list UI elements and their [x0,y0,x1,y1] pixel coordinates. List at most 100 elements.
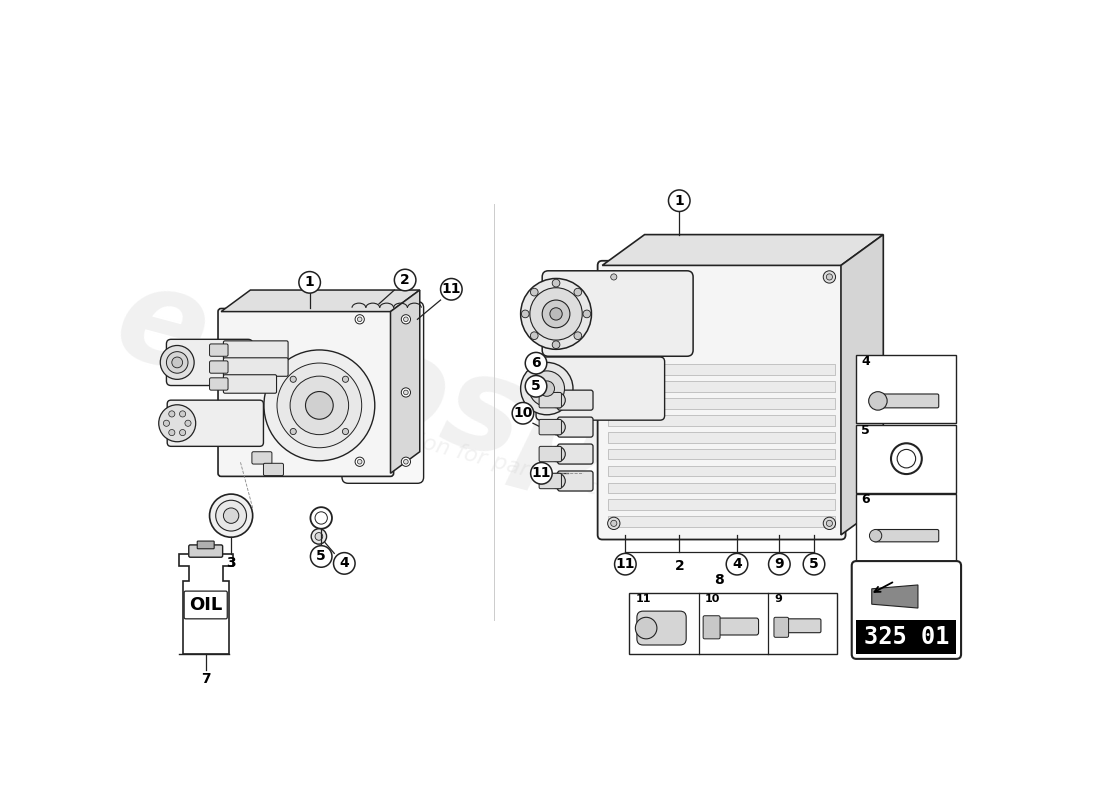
Text: 3: 3 [227,556,235,570]
Circle shape [315,512,328,524]
Bar [856,425,957,493]
FancyBboxPatch shape [539,393,561,408]
Circle shape [530,332,538,339]
Circle shape [607,517,620,530]
Text: 5: 5 [531,379,541,394]
Bar [856,494,957,562]
Text: 10: 10 [705,594,720,604]
FancyBboxPatch shape [189,545,222,558]
Circle shape [552,341,560,349]
Circle shape [168,411,175,417]
Text: 6: 6 [861,494,870,506]
Circle shape [826,274,833,280]
Text: 9: 9 [774,557,784,571]
FancyBboxPatch shape [223,374,276,394]
Circle shape [607,270,620,283]
FancyBboxPatch shape [209,344,228,356]
Circle shape [530,288,538,296]
Circle shape [574,332,582,339]
Circle shape [404,459,408,464]
Circle shape [869,392,888,410]
Circle shape [306,391,333,419]
Circle shape [395,270,416,291]
FancyBboxPatch shape [774,618,789,638]
Polygon shape [221,290,420,311]
Circle shape [355,314,364,324]
Circle shape [216,500,246,531]
Circle shape [402,388,410,397]
Circle shape [520,362,573,414]
Text: 4: 4 [733,557,741,571]
FancyBboxPatch shape [209,378,228,390]
FancyBboxPatch shape [167,400,264,446]
Circle shape [669,190,690,211]
Circle shape [166,352,188,373]
FancyBboxPatch shape [637,611,686,645]
Circle shape [342,376,349,382]
Circle shape [550,419,565,434]
Circle shape [333,553,355,574]
Bar [608,398,835,409]
Text: OIL: OIL [189,596,222,614]
Circle shape [209,494,253,538]
Text: 6: 6 [531,356,541,370]
Circle shape [185,420,191,426]
Text: 5: 5 [317,550,326,563]
FancyBboxPatch shape [218,309,394,476]
Text: 7: 7 [201,672,210,686]
FancyBboxPatch shape [851,561,961,659]
Circle shape [769,554,790,575]
Text: 1: 1 [674,194,684,208]
FancyBboxPatch shape [264,463,284,476]
Circle shape [526,375,547,397]
Circle shape [404,390,408,394]
Circle shape [161,346,195,379]
Bar [608,449,835,459]
FancyBboxPatch shape [342,302,424,483]
Circle shape [342,429,349,434]
Circle shape [223,508,239,523]
FancyBboxPatch shape [184,591,228,619]
FancyBboxPatch shape [539,446,561,462]
Circle shape [520,278,592,350]
Bar [856,619,957,654]
Circle shape [552,279,560,287]
Bar [608,414,835,426]
FancyBboxPatch shape [558,390,593,410]
Circle shape [823,517,836,530]
Polygon shape [842,234,883,535]
FancyBboxPatch shape [536,357,664,420]
Text: 5: 5 [810,557,818,571]
Circle shape [550,446,565,462]
Text: 9: 9 [774,594,782,604]
Circle shape [726,554,748,575]
FancyBboxPatch shape [197,541,215,549]
Polygon shape [390,290,420,474]
Circle shape [550,308,562,320]
Circle shape [610,274,617,280]
FancyBboxPatch shape [558,417,593,437]
Circle shape [290,429,296,434]
Bar [608,466,835,476]
Circle shape [168,430,175,436]
Circle shape [315,533,322,540]
Circle shape [891,443,922,474]
FancyBboxPatch shape [558,444,593,464]
Polygon shape [603,234,883,266]
Circle shape [358,459,362,464]
Circle shape [826,520,833,526]
Circle shape [529,371,564,406]
FancyBboxPatch shape [776,619,821,633]
Text: eurosport: eurosport [101,256,842,568]
FancyBboxPatch shape [539,474,561,489]
Text: 4: 4 [861,354,870,368]
Circle shape [530,462,552,484]
Circle shape [526,353,547,374]
Circle shape [550,393,565,408]
Text: a passion for parts since 1965: a passion for parts since 1965 [344,413,675,518]
Circle shape [358,390,362,394]
Bar [608,364,835,374]
FancyBboxPatch shape [223,341,288,359]
Text: 1: 1 [305,275,315,290]
Circle shape [542,300,570,328]
